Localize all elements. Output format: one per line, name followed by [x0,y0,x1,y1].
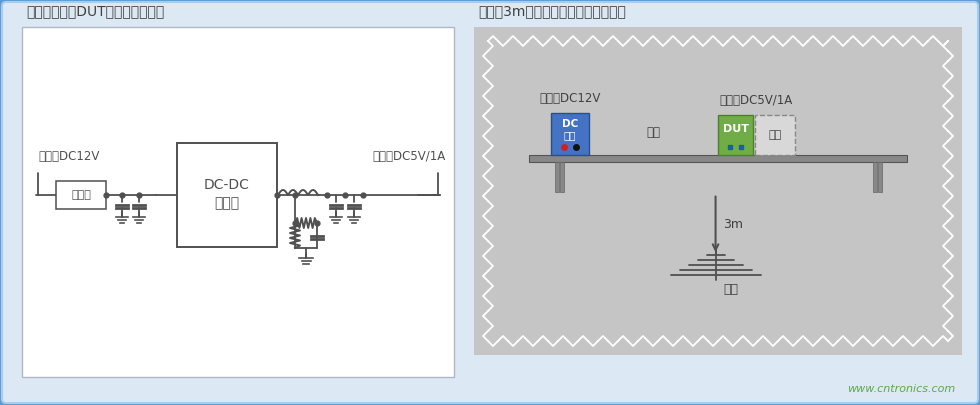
Bar [22,27,454,377]
Text: 过滤器: 过滤器 [72,190,91,200]
Text: 3m: 3m [723,218,744,231]
Bar [529,155,907,162]
Bar [560,162,564,192]
Text: www.cntronics.com: www.cntronics.com [847,384,955,394]
Text: 电缆: 电缆 [647,126,661,139]
Bar [718,115,753,155]
Text: 输入：DC12V: 输入：DC12V [38,151,99,164]
Text: 电源: 电源 [564,130,576,140]
Text: 转换器: 转换器 [215,196,239,210]
Text: 输入：DC12V: 输入：DC12V [539,92,601,105]
Bar [177,143,277,247]
Bar [56,181,106,209]
Bar [555,162,559,192]
Text: DUT: DUT [722,124,749,134]
Text: 《通过3m法电波暗室测量辐射噪音》: 《通过3m法电波暗室测量辐射噪音》 [478,4,626,18]
Bar [474,27,962,355]
Text: 《评估电路（DUT：被测设备）》: 《评估电路（DUT：被测设备）》 [26,4,165,18]
Bar [873,162,877,192]
Bar [755,115,795,155]
Text: 输出：DC5V/1A: 输出：DC5V/1A [372,151,445,164]
Bar [551,113,589,155]
Text: 输出：DC5V/1A: 输出：DC5V/1A [720,94,793,107]
Text: DC-DC: DC-DC [204,178,250,192]
Text: DC: DC [562,119,578,129]
Text: 负载: 负载 [768,130,782,140]
Bar [878,162,882,192]
Text: 天线: 天线 [723,283,739,296]
